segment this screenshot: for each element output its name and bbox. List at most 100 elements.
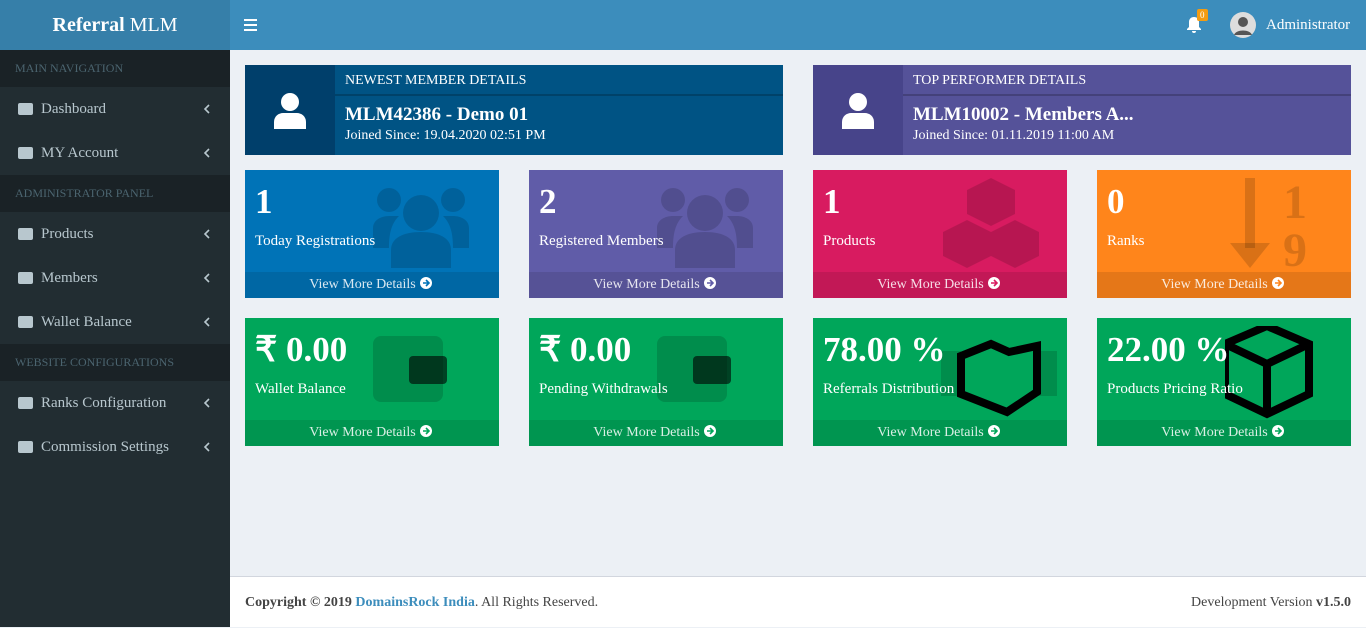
box-icon bbox=[941, 339, 1057, 417]
stat-box: 2 Registered Members View More Details bbox=[529, 170, 783, 298]
stat-label: Ranks bbox=[1107, 233, 1145, 249]
profile-heading: NEWEST MEMBER DETAILS bbox=[335, 65, 783, 96]
stat-box: 1 Products View More Details bbox=[813, 170, 1067, 298]
nav-label: Products bbox=[41, 226, 94, 242]
nav-icon bbox=[18, 147, 33, 159]
version: v1.5.0 bbox=[1316, 595, 1351, 610]
nav-item[interactable]: Ranks Configuration bbox=[0, 381, 230, 425]
more-link[interactable]: View More Details bbox=[529, 420, 783, 446]
chevron bbox=[203, 317, 210, 327]
version-label: Development Version bbox=[1191, 595, 1313, 610]
nav-icon bbox=[18, 228, 33, 240]
nav-item[interactable]: Commission Settings bbox=[0, 425, 230, 469]
nav-icon bbox=[18, 397, 33, 409]
more-link-text: View More Details bbox=[877, 277, 984, 292]
box-icon bbox=[943, 178, 1039, 268]
chevron bbox=[203, 273, 210, 283]
more-link-text: View More Details bbox=[877, 425, 984, 440]
box-icon bbox=[657, 336, 731, 402]
more-link-text: View More Details bbox=[309, 277, 416, 292]
more-link[interactable]: View More Details bbox=[245, 420, 499, 446]
more-link[interactable]: View More Details bbox=[529, 272, 783, 298]
nav-label: Wallet Balance bbox=[41, 314, 132, 330]
stat-value: 1 bbox=[255, 182, 273, 221]
user-icon bbox=[274, 93, 306, 129]
svg-text:9: 9 bbox=[1283, 224, 1307, 274]
nav-item[interactable]: Wallet Balance bbox=[0, 300, 230, 344]
copyright: Copyright © 2019 bbox=[245, 595, 352, 610]
more-link[interactable]: View More Details bbox=[1097, 272, 1351, 298]
brand-bold: Referral bbox=[52, 14, 125, 36]
nav-header: MAIN NAVIGATION bbox=[0, 50, 230, 87]
nav-header: ADMINISTRATOR PANEL bbox=[0, 175, 230, 212]
stat-box: ₹ 0.00 Pending Withdrawals View More Detai… bbox=[529, 318, 783, 446]
profile-icon-panel bbox=[813, 65, 903, 155]
nav-icon bbox=[18, 272, 33, 284]
stat-value: 78.00 % bbox=[823, 330, 946, 369]
more-link[interactable]: View More Details bbox=[813, 420, 1067, 446]
profile-name: MLM10002 - Members A... bbox=[913, 104, 1134, 125]
nav-item[interactable]: MY Account bbox=[0, 131, 230, 175]
chevron bbox=[203, 398, 210, 408]
nav-icon bbox=[18, 441, 33, 453]
arrow-icon bbox=[703, 277, 716, 289]
stat-value: 22.00 % bbox=[1107, 330, 1230, 369]
notification-bell[interactable] bbox=[1185, 16, 1203, 34]
brand[interactable]: Referral MLM bbox=[0, 0, 230, 50]
user-name[interactable]: Administrator bbox=[1266, 17, 1351, 33]
profile-card: NEWEST MEMBER DETAILS MLM42386 - Demo 01 J… bbox=[245, 65, 783, 155]
stat-box: ₹ 0.00 Wallet Balance View More Details bbox=[245, 318, 499, 446]
more-link-text: View More Details bbox=[593, 277, 700, 292]
nav-label: MY Account bbox=[41, 145, 119, 161]
sidebar: MAIN NAVIGATION Dashboard MY Account ADMINI… bbox=[0, 50, 230, 627]
stat-label: Products bbox=[823, 233, 876, 249]
nav-label: Commission Settings bbox=[41, 439, 169, 455]
nav-label: Dashboard bbox=[41, 101, 106, 117]
rights: . All Rights Reserved. bbox=[474, 595, 599, 610]
arrow-icon bbox=[1271, 425, 1284, 437]
stat-label: Registered Members bbox=[539, 233, 664, 249]
company-link[interactable]: DomainsRock India bbox=[355, 595, 475, 610]
arrow-icon bbox=[987, 277, 1000, 289]
user-icon bbox=[842, 93, 874, 129]
stat-value: 0 bbox=[1107, 182, 1125, 221]
arrow-icon bbox=[419, 277, 432, 289]
profile-icon-panel bbox=[245, 65, 335, 155]
nav-label: Members bbox=[41, 270, 98, 286]
nav-item[interactable]: Dashboard bbox=[0, 87, 230, 131]
chevron bbox=[203, 442, 210, 452]
menu-toggle[interactable] bbox=[244, 18, 258, 32]
brand-rest: MLM bbox=[129, 14, 178, 36]
stat-box: 1 9 0 Ranks View More Details bbox=[1097, 170, 1351, 298]
profile-heading: TOP PERFORMER DETAILS bbox=[903, 65, 1351, 96]
stat-value: 1 bbox=[823, 182, 841, 221]
nav-item[interactable]: Members bbox=[0, 256, 230, 300]
profile-joined: Joined Since: 19.04.2020 02:51 PM bbox=[345, 128, 546, 143]
footer: Copyright © 2019 DomainsRock India. All … bbox=[230, 576, 1366, 627]
profile-name: MLM42386 - Demo 01 bbox=[345, 104, 529, 125]
more-link-text: View More Details bbox=[1161, 425, 1268, 440]
arrow-icon bbox=[419, 425, 432, 437]
avatar[interactable] bbox=[1230, 12, 1256, 38]
more-link[interactable]: View More Details bbox=[813, 272, 1067, 298]
nav-icon bbox=[18, 103, 33, 115]
nav-item[interactable]: Products bbox=[0, 212, 230, 256]
nav-label: Ranks Configuration bbox=[41, 395, 167, 411]
svg-text:1: 1 bbox=[1283, 178, 1307, 229]
stat-label: Products Pricing Ratio bbox=[1107, 381, 1243, 397]
more-link-text: View More Details bbox=[309, 425, 416, 440]
stat-value: ₹ 0.00 bbox=[539, 330, 632, 369]
nav-icon bbox=[18, 316, 33, 328]
stat-box: 22.00 % Products Pricing Ratio View More D… bbox=[1097, 318, 1351, 446]
arrow-icon bbox=[1271, 277, 1284, 289]
box-icon bbox=[1225, 326, 1313, 419]
box-icon bbox=[373, 336, 447, 402]
more-link[interactable]: View More Details bbox=[1097, 420, 1351, 446]
chevron bbox=[203, 104, 210, 114]
more-link-text: View More Details bbox=[593, 425, 700, 440]
more-link[interactable]: View More Details bbox=[245, 272, 499, 298]
more-link-text: View More Details bbox=[1161, 277, 1268, 292]
stat-label: Today Registrations bbox=[255, 233, 376, 249]
